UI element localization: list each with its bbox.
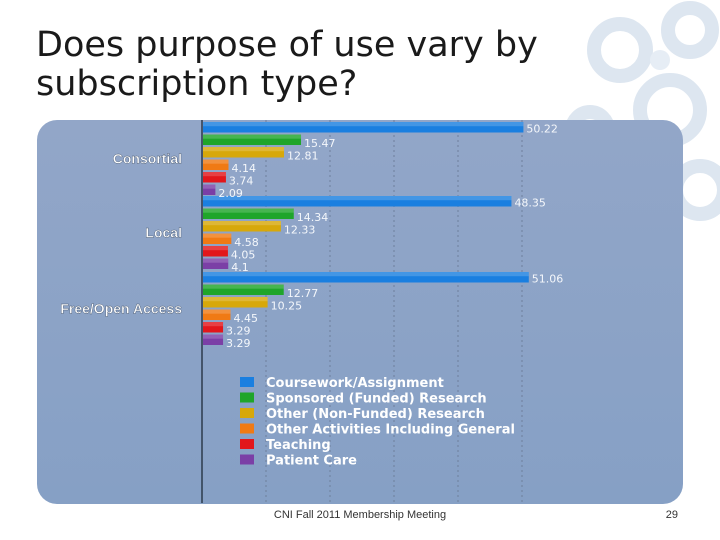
bar (203, 246, 228, 257)
bar-value-label: 15.47 (304, 137, 336, 150)
bar-highlight (203, 208, 294, 213)
bar (203, 184, 216, 195)
bar-highlight (203, 184, 216, 189)
bar-highlight (203, 334, 224, 339)
bar-value-label: 4.58 (234, 236, 259, 249)
legend-swatch (240, 377, 254, 387)
bar-value-label: 4.45 (233, 312, 257, 325)
bar (203, 258, 229, 269)
bar-value-label: 3.29 (226, 325, 251, 338)
bar-highlight (203, 134, 302, 139)
bar-highlight (203, 309, 231, 314)
legend-swatch (240, 454, 254, 465)
bar-highlight (203, 221, 281, 226)
bar-highlight (203, 272, 529, 277)
bar (203, 233, 232, 244)
bar-value-label: 12.77 (287, 287, 319, 300)
bar-highlight (203, 122, 524, 127)
bar-highlight (203, 246, 228, 251)
bar (203, 147, 284, 158)
bar-value-label: 12.81 (287, 150, 319, 163)
bars (203, 122, 529, 345)
legend-swatch (240, 439, 254, 449)
footer-text: CNI Fall 2011 Membership Meeting (273, 509, 447, 521)
page-number: 29 (665, 509, 678, 521)
bar (203, 322, 224, 333)
value-labels: 50.2215.4712.814.143.742.0948.3514.3412.… (218, 123, 563, 351)
bar-highlight (203, 159, 229, 164)
bar-value-label: 4.14 (231, 162, 256, 175)
bar (203, 309, 231, 320)
bar-value-label: 4.05 (231, 249, 256, 262)
legend-label: Patient Care (266, 454, 357, 469)
bar (203, 272, 529, 283)
legend-swatch (240, 392, 254, 403)
bar-highlight (203, 284, 284, 289)
bar-value-label: 3.29 (226, 337, 251, 350)
bar-value-label: 10.25 (271, 300, 303, 313)
bar-highlight (203, 172, 226, 177)
legend-swatch (240, 423, 254, 434)
bar-value-label: 2.09 (218, 187, 243, 200)
legend-label: Other Activities Including General (266, 423, 515, 438)
bar-highlight (203, 233, 232, 238)
category-labels: Consortial Local Free/Open Access (60, 150, 182, 317)
chart-panel (37, 120, 683, 504)
bar (203, 122, 524, 133)
grid-lines (201, 120, 523, 503)
category-label: Consortial (113, 151, 182, 167)
legend-label: Coursework/Assignment (266, 376, 444, 391)
bar (203, 334, 224, 345)
legend-label: Sponsored (Funded) Research (266, 392, 487, 407)
legend-label: Other (Non-Funded) Research (266, 407, 485, 422)
legend-swatch (240, 408, 254, 418)
bar-highlight (203, 147, 284, 152)
bar-value-label: 50.22 (526, 123, 558, 136)
slide-title: Does purpose of use vary by subscription… (36, 25, 538, 104)
bar-highlight (203, 322, 224, 327)
bar (203, 172, 226, 183)
bar (203, 284, 284, 295)
bar (203, 196, 512, 207)
bar-highlight (203, 297, 268, 302)
bar (203, 134, 302, 145)
bar (203, 221, 281, 232)
bar-value-label: 48.35 (514, 197, 546, 210)
legend-label: Teaching (266, 438, 331, 453)
bar-highlight (203, 258, 229, 263)
bar (203, 297, 268, 308)
bar-value-label: 4.1 (231, 261, 249, 274)
bar-value-label: 12.33 (284, 224, 316, 237)
bar-value-label: 3.74 (229, 175, 254, 188)
bar (203, 208, 294, 219)
bar-value-label: 51.06 (532, 273, 564, 286)
bar-value-label: 14.34 (297, 211, 329, 224)
category-label: Free/Open Access (60, 301, 182, 317)
bar (203, 159, 229, 170)
bar-highlight (203, 196, 512, 201)
category-label: Local (145, 225, 182, 241)
